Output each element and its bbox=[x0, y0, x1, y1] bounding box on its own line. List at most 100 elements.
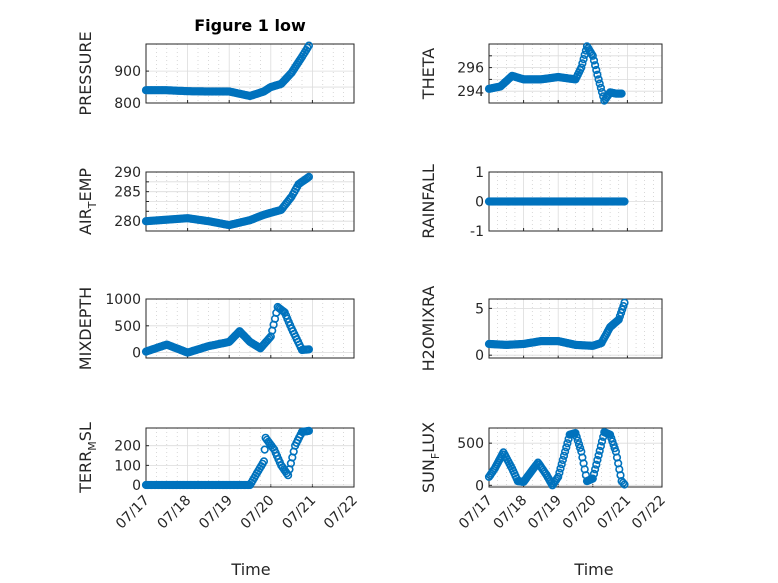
data-point bbox=[618, 478, 628, 487]
x-tick-label: 07/17 bbox=[113, 493, 153, 533]
axes-box bbox=[145, 43, 355, 104]
figure-title: Figure 1 low bbox=[194, 16, 306, 35]
y-tick-label: 1000 bbox=[105, 292, 141, 308]
x-tick-label: 07/18 bbox=[155, 493, 195, 533]
data-point bbox=[596, 83, 606, 92]
y-axis-label: SUNFLUX bbox=[419, 422, 442, 493]
y-tick-label: 100 bbox=[114, 458, 141, 474]
data-point bbox=[590, 465, 600, 474]
data-point bbox=[558, 455, 567, 465]
subplots: 800 900 PRESSURE 294 296 THETA 280 285 290 AIRTEM… bbox=[76, 31, 669, 532]
y-tick-label: 0 bbox=[475, 348, 484, 364]
data-point bbox=[556, 464, 565, 473]
data-point bbox=[304, 172, 314, 181]
subplot-1: 800 900 PRESSURE bbox=[76, 31, 355, 116]
y-tick-label: 0 bbox=[132, 478, 141, 494]
axes-box bbox=[488, 43, 663, 104]
data-point bbox=[592, 65, 601, 75]
data-point bbox=[590, 61, 600, 70]
y-axis-label: RAINFALL bbox=[419, 164, 438, 239]
y-tick-label: 1 bbox=[475, 165, 484, 181]
subplot-4: -1 0 1 RAINFALL bbox=[419, 164, 663, 240]
data-point bbox=[620, 197, 629, 206]
y-tick-label: 500 bbox=[114, 319, 141, 335]
y-axis-label: PRESSURE bbox=[76, 31, 95, 115]
data-point bbox=[259, 457, 269, 466]
x-tick-label: 07/21 bbox=[594, 493, 634, 533]
x-tick-label: 07/17 bbox=[456, 493, 496, 533]
data-point bbox=[593, 70, 602, 79]
y-tick-label: 285 bbox=[114, 185, 141, 201]
data-point bbox=[559, 451, 569, 460]
subplot-6: 0 5 H2OMIXRA bbox=[419, 286, 663, 372]
data-point bbox=[578, 59, 587, 68]
y-tick-label: 290 bbox=[114, 165, 141, 181]
x-tick-label: 07/20 bbox=[238, 493, 278, 533]
x-axis-label-left: Time bbox=[230, 560, 270, 579]
y-tick-label: 5 bbox=[475, 301, 484, 317]
data-point bbox=[265, 333, 274, 343]
y-tick-label: 0 bbox=[475, 478, 484, 494]
data-point bbox=[596, 442, 606, 451]
data-point bbox=[592, 460, 601, 469]
y-tick-label: 800 bbox=[114, 96, 141, 112]
data-point bbox=[595, 446, 604, 455]
data-point bbox=[563, 439, 572, 448]
y-tick-label: 500 bbox=[457, 436, 484, 452]
data-point bbox=[617, 89, 626, 98]
data-point bbox=[574, 440, 584, 449]
subplot-5: 0 500 1000 MIXDEPTH bbox=[76, 287, 355, 370]
data-point bbox=[573, 436, 582, 445]
data-point bbox=[304, 41, 314, 50]
y-tick-label: -1 bbox=[470, 224, 484, 240]
data-point bbox=[577, 63, 586, 72]
y-tick-label: 296 bbox=[457, 61, 484, 77]
y-axis-label: AIRTEMP bbox=[76, 168, 99, 235]
y-axis-label: THETA bbox=[419, 48, 438, 100]
data-point bbox=[588, 51, 597, 60]
x-tick-label: 07/19 bbox=[196, 493, 236, 533]
data-point bbox=[594, 451, 603, 460]
data-point bbox=[562, 443, 571, 452]
x-axis-label-right: Time bbox=[573, 560, 613, 579]
data-point bbox=[594, 75, 603, 84]
data-point bbox=[620, 480, 629, 489]
y-tick-label: 0 bbox=[132, 346, 141, 362]
data-point bbox=[589, 469, 599, 479]
y-tick-label: 200 bbox=[114, 439, 141, 455]
data-point bbox=[554, 472, 563, 482]
data-point bbox=[589, 56, 599, 65]
y-axis-label: H2OMIXRA bbox=[419, 286, 438, 372]
x-tick-label: 07/22 bbox=[629, 493, 669, 533]
data-point bbox=[560, 447, 570, 456]
data-point bbox=[620, 298, 629, 307]
y-tick-label: 294 bbox=[457, 84, 484, 100]
subplot-7: 0 100 200 TERRMSL 07/17 07/18 07/19 07/20 07/21 0… bbox=[76, 422, 361, 532]
subplot-8: 0 500 SUNFLUX 07/1707/1807/1907/2007/2107/2… bbox=[419, 422, 669, 532]
data-point bbox=[593, 455, 602, 465]
data-point bbox=[579, 54, 588, 64]
axes-box bbox=[488, 298, 663, 359]
x-tick-label: 07/21 bbox=[279, 493, 319, 533]
subplot-2: 294 296 THETA bbox=[419, 42, 663, 105]
subplot-3: 280 285 290 AIRTEMP bbox=[76, 165, 355, 235]
x-tick-label: 07/18 bbox=[491, 493, 531, 533]
axes-box bbox=[145, 298, 355, 359]
y-tick-label: 0 bbox=[475, 195, 484, 211]
data-point bbox=[557, 460, 566, 469]
axes-box bbox=[145, 171, 355, 232]
y-axis-label: MIXDEPTH bbox=[76, 287, 95, 370]
data-point bbox=[588, 474, 597, 483]
data-point bbox=[597, 437, 607, 446]
y-tick-label: 280 bbox=[114, 214, 141, 230]
y-axis-label: TERRMSL bbox=[76, 422, 99, 494]
data-point bbox=[575, 443, 585, 453]
data-point bbox=[555, 468, 564, 477]
data-point bbox=[304, 426, 314, 436]
data-point bbox=[572, 432, 581, 441]
x-tick-label: 07/19 bbox=[525, 493, 565, 533]
x-tick-label: 07/22 bbox=[321, 493, 361, 533]
axes-box bbox=[488, 427, 663, 488]
data-point bbox=[260, 445, 269, 454]
